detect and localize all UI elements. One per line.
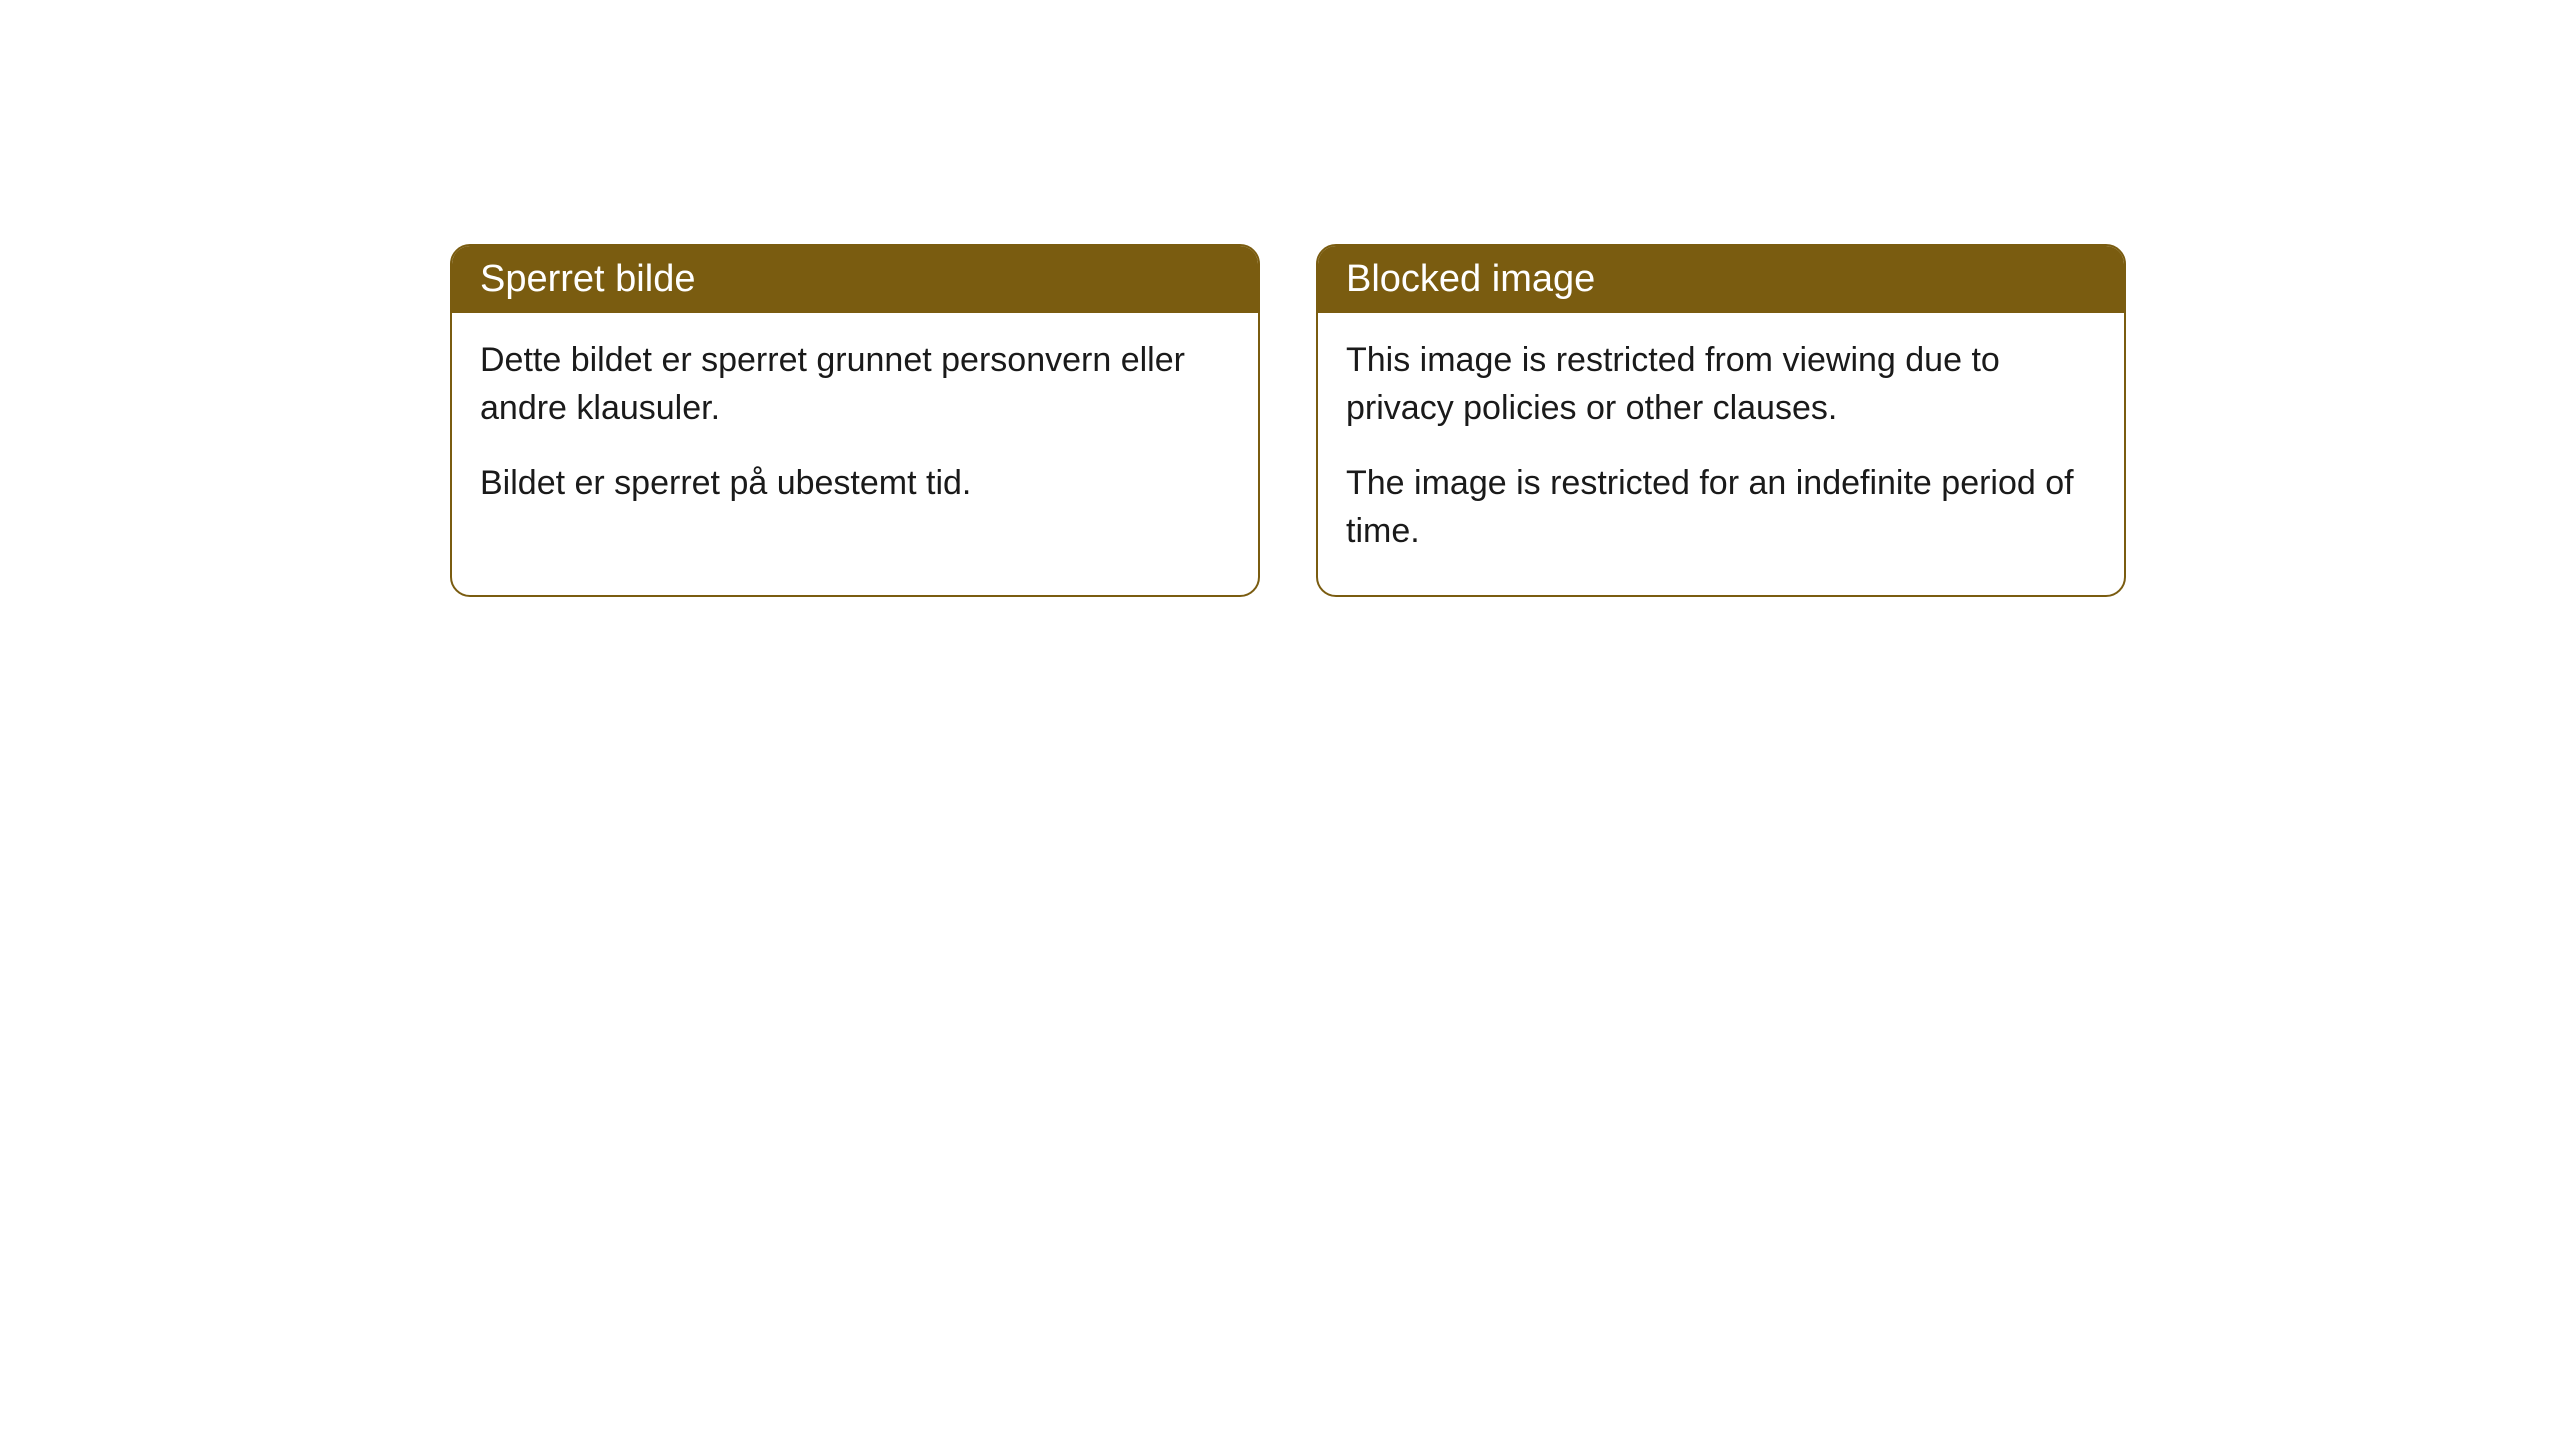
blocked-image-card-norwegian: Sperret bilde Dette bildet er sperret gr… bbox=[450, 244, 1260, 597]
card-header-norwegian: Sperret bilde bbox=[452, 246, 1258, 313]
card-text-english-2: The image is restricted for an indefinit… bbox=[1346, 460, 2096, 555]
card-text-english-1: This image is restricted from viewing du… bbox=[1346, 337, 2096, 432]
card-title-norwegian: Sperret bilde bbox=[480, 258, 695, 300]
card-text-norwegian-2: Bildet er sperret på ubestemt tid. bbox=[480, 460, 1230, 508]
card-body-english: This image is restricted from viewing du… bbox=[1318, 313, 2124, 595]
notice-container: Sperret bilde Dette bildet er sperret gr… bbox=[450, 244, 2126, 597]
card-body-norwegian: Dette bildet er sperret grunnet personve… bbox=[452, 313, 1258, 548]
blocked-image-card-english: Blocked image This image is restricted f… bbox=[1316, 244, 2126, 597]
card-title-english: Blocked image bbox=[1346, 258, 1595, 300]
card-header-english: Blocked image bbox=[1318, 246, 2124, 313]
card-text-norwegian-1: Dette bildet er sperret grunnet personve… bbox=[480, 337, 1230, 432]
